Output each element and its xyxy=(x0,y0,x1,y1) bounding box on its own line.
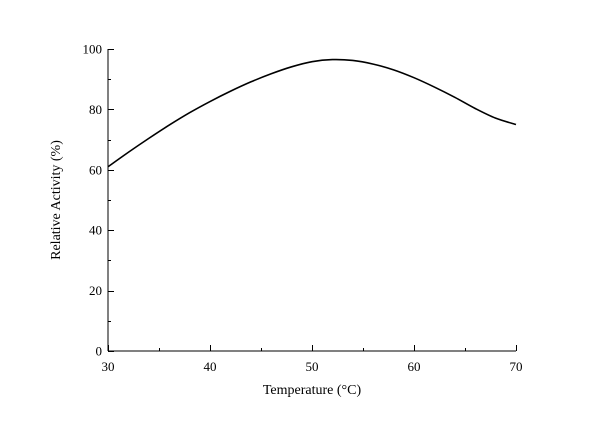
x-axis-label: Temperature (°C) xyxy=(263,383,362,398)
y-tick-label: 100 xyxy=(83,42,103,57)
series-line xyxy=(107,58,517,168)
x-tick-label: 60 xyxy=(408,359,421,374)
x-tick-label: 70 xyxy=(510,359,523,374)
axes xyxy=(107,49,516,352)
y-tick-label: 0 xyxy=(96,344,103,359)
tick-labels: 30 40 50 60 70 0 20 40 60 80 100 xyxy=(83,42,523,375)
x-tick-label: 50 xyxy=(306,359,319,374)
y-tick-label: 60 xyxy=(89,162,102,177)
x-tick-label: 40 xyxy=(204,359,217,374)
series-layer xyxy=(107,58,517,168)
x-tick-label: 30 xyxy=(102,359,115,374)
y-tick-label: 20 xyxy=(89,283,102,298)
y-tick-label: 80 xyxy=(89,102,102,117)
ticks xyxy=(108,49,517,352)
y-axis-label: Relative Activity (%) xyxy=(49,140,64,260)
y-tick-label: 40 xyxy=(89,223,102,238)
